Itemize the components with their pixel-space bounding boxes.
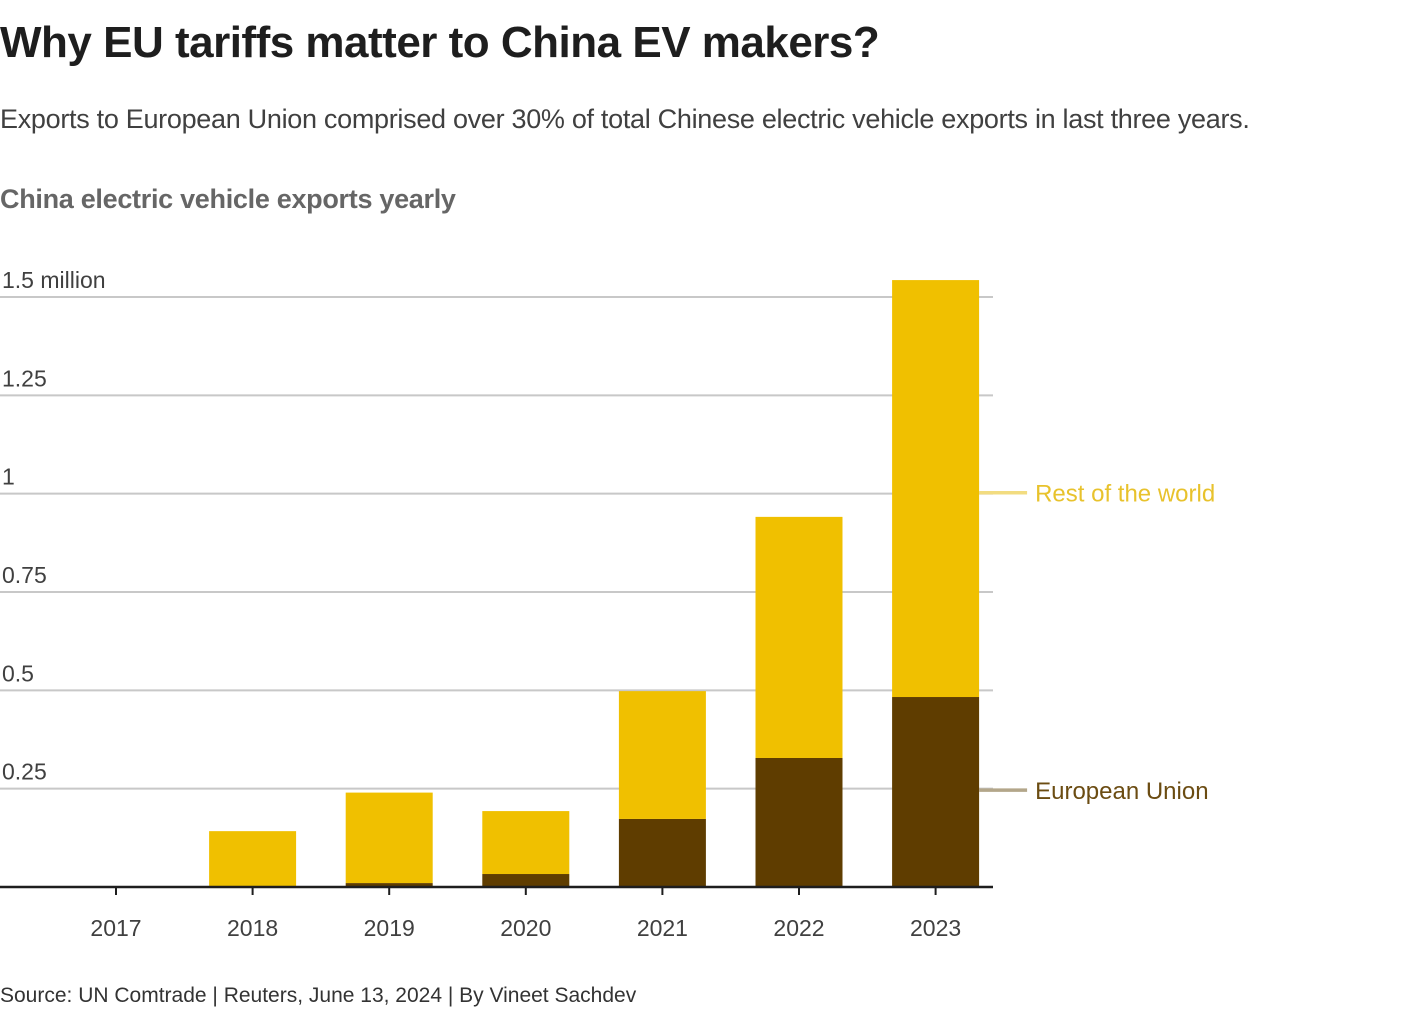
bar-rest-of-the-world — [345, 792, 433, 884]
gridlines: 0.25 0.5 0.75 1 1.25 1.5 million — [0, 267, 993, 790]
y-tick-label: 0.25 — [2, 759, 47, 785]
x-axis: 2017 2018 2019 2020 2021 2022 2023 — [0, 885, 993, 941]
page-subtitle: Exports to European Union comprised over… — [0, 104, 1250, 134]
bar-rest-of-the-world — [892, 280, 980, 698]
y-tick-label: 0.75 — [2, 562, 47, 588]
x-tick-label: 2022 — [773, 915, 824, 941]
bars — [209, 280, 980, 887]
source-credit: Source: UN Comtrade | Reuters, June 13, … — [0, 984, 637, 1007]
page-title: Why EU tariffs matter to China EV makers… — [0, 18, 880, 67]
bar-rest-of-the-world — [482, 811, 570, 875]
y-tick-label: 0.5 — [2, 660, 34, 686]
x-tick-label: 2019 — [364, 915, 415, 941]
x-tick-label: 2017 — [90, 915, 141, 941]
y-tick-label: 1 — [2, 464, 15, 490]
legend-label-rest-of-the-world: Rest of the world — [1035, 481, 1215, 508]
x-tick-label: 2021 — [637, 915, 688, 941]
bar-rest-of-the-world — [618, 691, 706, 819]
x-tick-label: 2020 — [500, 915, 551, 941]
x-tick-label: 2023 — [910, 915, 961, 941]
bar-rest-of-the-world — [755, 516, 843, 758]
bar-european-union — [755, 757, 843, 887]
y-tick-label: 1.25 — [2, 365, 47, 391]
bar-european-union — [618, 818, 706, 887]
bar-european-union — [892, 697, 980, 887]
y-tick-label: 1.5 million — [2, 267, 106, 293]
legend: Rest of the world European Union — [979, 481, 1215, 805]
bar-rest-of-the-world — [209, 831, 297, 887]
bar-european-union — [345, 883, 433, 887]
legend-label-european-union: European Union — [1035, 778, 1208, 805]
x-tick-label: 2018 — [227, 915, 278, 941]
bar-european-union — [482, 874, 570, 887]
chart-title: China electric vehicle exports yearly — [0, 184, 456, 214]
